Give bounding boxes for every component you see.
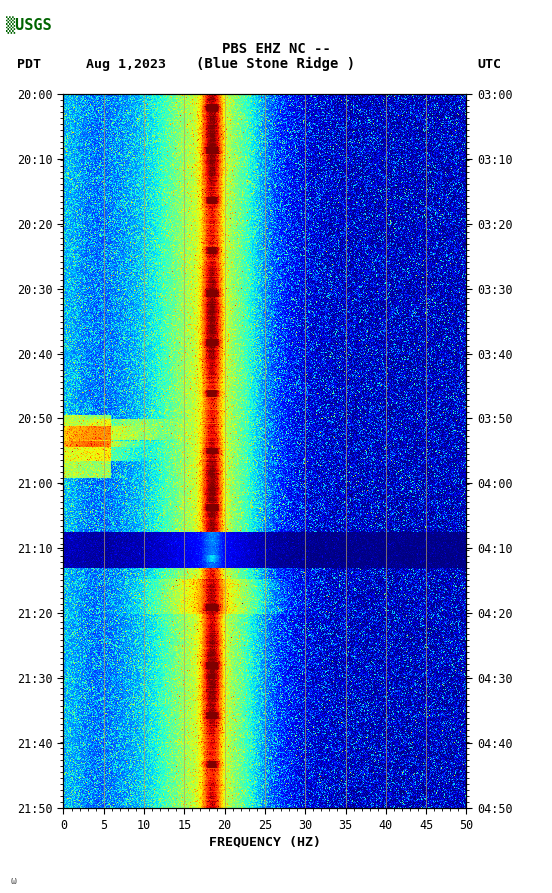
Text: ▒USGS: ▒USGS <box>6 16 51 34</box>
Text: PDT: PDT <box>17 58 40 71</box>
Text: PBS EHZ NC --: PBS EHZ NC -- <box>221 42 331 56</box>
Text: (Blue Stone Ridge ): (Blue Stone Ridge ) <box>197 57 355 71</box>
X-axis label: FREQUENCY (HZ): FREQUENCY (HZ) <box>209 836 321 848</box>
Text: ω: ω <box>11 876 17 886</box>
Text: UTC: UTC <box>477 58 501 71</box>
Text: Aug 1,2023: Aug 1,2023 <box>86 58 166 71</box>
